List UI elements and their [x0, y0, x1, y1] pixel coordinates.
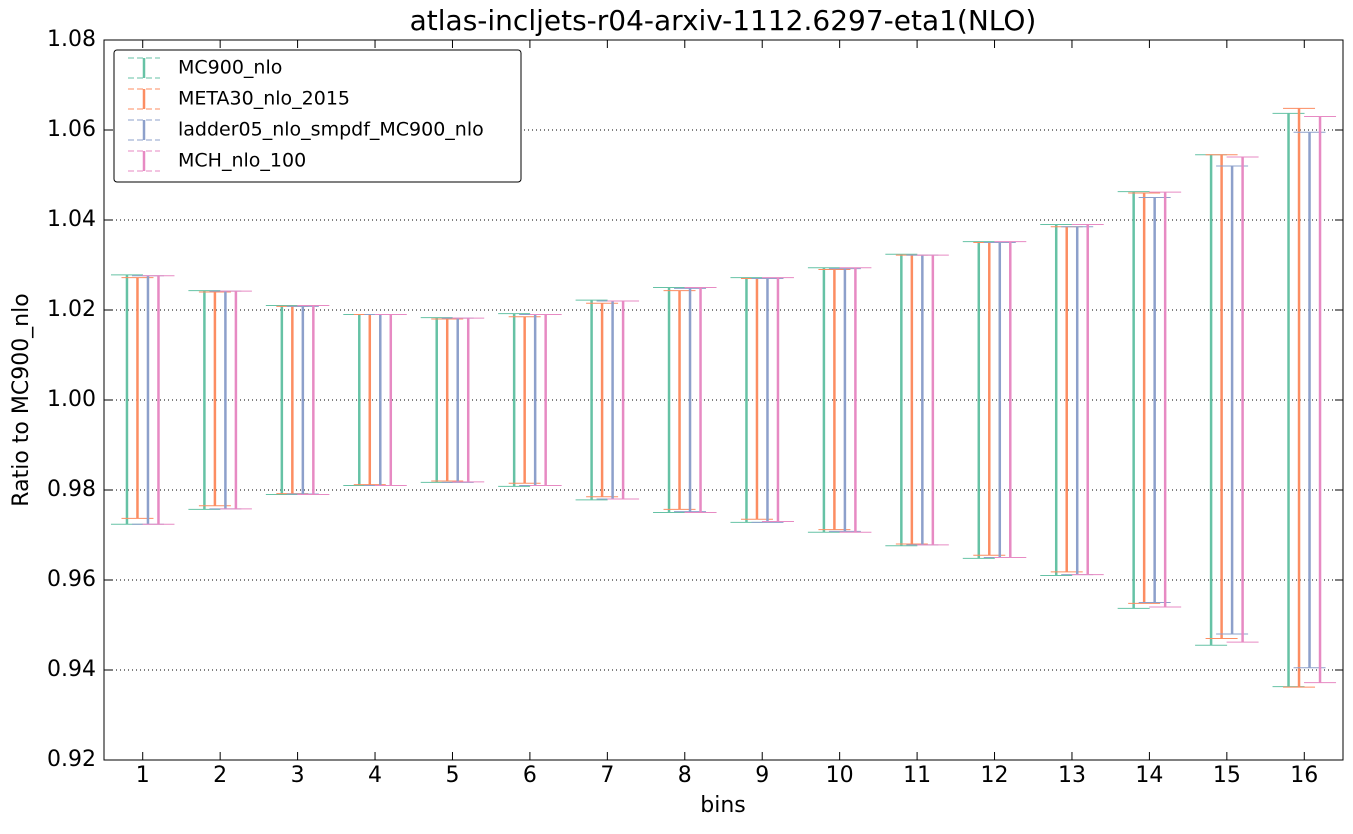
y-tick-label: 0.98	[47, 477, 96, 502]
legend-label: MC900_nlo	[178, 57, 282, 79]
x-tick-label: 16	[1290, 763, 1318, 788]
y-axis-label: Ratio to MC900_nlo	[9, 293, 34, 506]
x-tick-label: 11	[903, 763, 931, 788]
y-tick-label: 1.06	[47, 117, 96, 142]
y-tick-label: 1.04	[47, 207, 96, 232]
x-axis-label: bins	[700, 793, 745, 818]
x-tick-label: 2	[213, 763, 227, 788]
y-tick-label: 0.92	[47, 747, 96, 772]
y-tick-label: 1.08	[47, 27, 96, 52]
y-tick-label: 1.00	[47, 387, 96, 412]
legend-box	[113, 49, 522, 183]
x-tick-label: 1	[136, 763, 150, 788]
x-tick-label: 9	[755, 763, 769, 788]
x-tick-label: 13	[1058, 763, 1086, 788]
x-tick-label: 6	[523, 763, 537, 788]
x-tick-label: 14	[1135, 763, 1163, 788]
legend-label: ladder05_nlo_smpdf_MC900_nlo	[178, 119, 484, 141]
y-tick-label: 0.94	[47, 657, 96, 682]
x-tick-label: 12	[981, 763, 1009, 788]
x-tick-label: 7	[600, 763, 614, 788]
plot-frame	[103, 39, 1344, 761]
x-tick-label: 10	[826, 763, 854, 788]
chart-title: atlas-incljets-r04-arxiv-1112.6297-eta1(…	[410, 4, 1037, 37]
x-tick-label: 3	[291, 763, 305, 788]
legend: MC900_nlo META30_nlo_2015 ladder05_nlo_smp…	[113, 49, 522, 183]
x-tick-label: 8	[678, 763, 692, 788]
y-tick-label: 1.02	[47, 297, 96, 322]
x-tick-label: 4	[368, 763, 382, 788]
y-tick-label: 0.96	[47, 567, 96, 592]
x-tick-label: 15	[1213, 763, 1241, 788]
x-tick-label: 5	[445, 763, 459, 788]
legend-label: MCH_nlo_100	[178, 150, 306, 172]
legend-label: META30_nlo_2015	[178, 88, 350, 110]
